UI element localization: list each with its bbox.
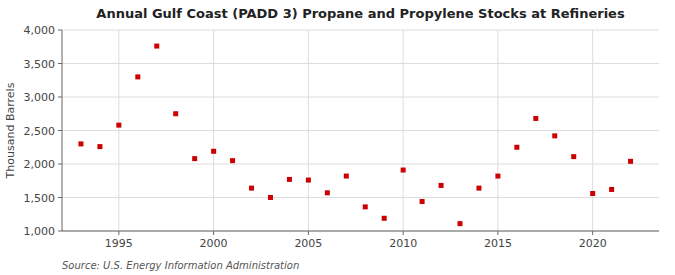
point <box>287 177 292 182</box>
point <box>344 174 349 179</box>
x-tick <box>403 231 404 235</box>
title: Annual Gulf Coast (PADD 3) Propane and P… <box>96 6 625 21</box>
x-tick <box>592 231 593 235</box>
x-tick <box>118 231 119 235</box>
point <box>628 159 633 164</box>
y-axis-label: Thousand Barrels <box>4 82 17 179</box>
x-grid-line <box>308 30 309 231</box>
point <box>211 149 216 154</box>
x-grid-line <box>118 30 119 231</box>
x-tick-label: 2015 <box>484 237 512 250</box>
x-tick-label: 1995 <box>105 237 133 250</box>
x-tick <box>308 231 309 235</box>
source: Source: U.S. Energy Information Administ… <box>62 260 299 271</box>
point <box>78 141 83 146</box>
y-tick <box>58 197 62 198</box>
y-grid-line <box>62 231 659 232</box>
point <box>173 111 178 116</box>
point <box>116 123 121 128</box>
y-tick <box>58 30 62 31</box>
point <box>363 204 368 209</box>
point <box>590 191 595 196</box>
x-grid-line <box>497 30 498 231</box>
x-tick-label: 2000 <box>200 237 228 250</box>
point <box>458 221 463 226</box>
x-tick-label: 2010 <box>389 237 417 250</box>
y-tick-label: 2,500 <box>24 125 56 138</box>
point <box>97 144 102 149</box>
y-grid-line <box>62 197 659 198</box>
y-grid-line <box>62 63 659 64</box>
x-tick-label: 2005 <box>294 237 322 250</box>
y-grid-line <box>62 97 659 98</box>
point <box>571 154 576 159</box>
y-tick-label: 3,500 <box>24 58 56 71</box>
y-tick <box>58 97 62 98</box>
x-tick-label: 2020 <box>579 237 607 250</box>
y-tick-label: 4,000 <box>24 24 56 37</box>
y-tick-label: 1,000 <box>24 225 56 238</box>
point <box>230 158 235 163</box>
point <box>609 187 614 192</box>
points <box>78 44 633 227</box>
point <box>495 174 500 179</box>
point <box>268 195 273 200</box>
x-grid-line <box>213 30 214 231</box>
y-tick-label: 3,000 <box>24 91 56 104</box>
grid <box>62 30 659 231</box>
point <box>249 186 254 191</box>
chart: 1,000 1,500 2,000 2,500 3,000 3,500 4,000 1995 2… <box>0 0 675 275</box>
point <box>192 156 197 161</box>
x-grid-line <box>403 30 404 231</box>
point <box>401 168 406 173</box>
point <box>306 178 311 183</box>
x-axis-line <box>62 231 659 232</box>
point <box>533 116 538 121</box>
y-tick-label: 2,000 <box>24 158 56 171</box>
point <box>325 190 330 195</box>
x-tick <box>497 231 498 235</box>
y-grid-line <box>62 164 659 165</box>
y-grid-line <box>62 130 659 131</box>
y-tick <box>58 63 62 64</box>
x-tick <box>213 231 214 235</box>
point <box>135 74 140 79</box>
y-tick <box>58 130 62 131</box>
y-tick <box>58 231 62 232</box>
point <box>154 44 159 49</box>
y-tick <box>58 164 62 165</box>
y-tick-label: 1,500 <box>24 192 56 205</box>
point <box>552 133 557 138</box>
y-grid-line <box>62 30 659 31</box>
point <box>382 216 387 221</box>
point <box>439 183 444 188</box>
point <box>420 199 425 204</box>
point <box>514 145 519 150</box>
point <box>476 186 481 191</box>
x-grid-line <box>592 30 593 231</box>
y-axis-line <box>62 30 63 231</box>
chart-container: 1,000 1,500 2,000 2,500 3,000 3,500 4,000 1995 2… <box>0 0 675 275</box>
